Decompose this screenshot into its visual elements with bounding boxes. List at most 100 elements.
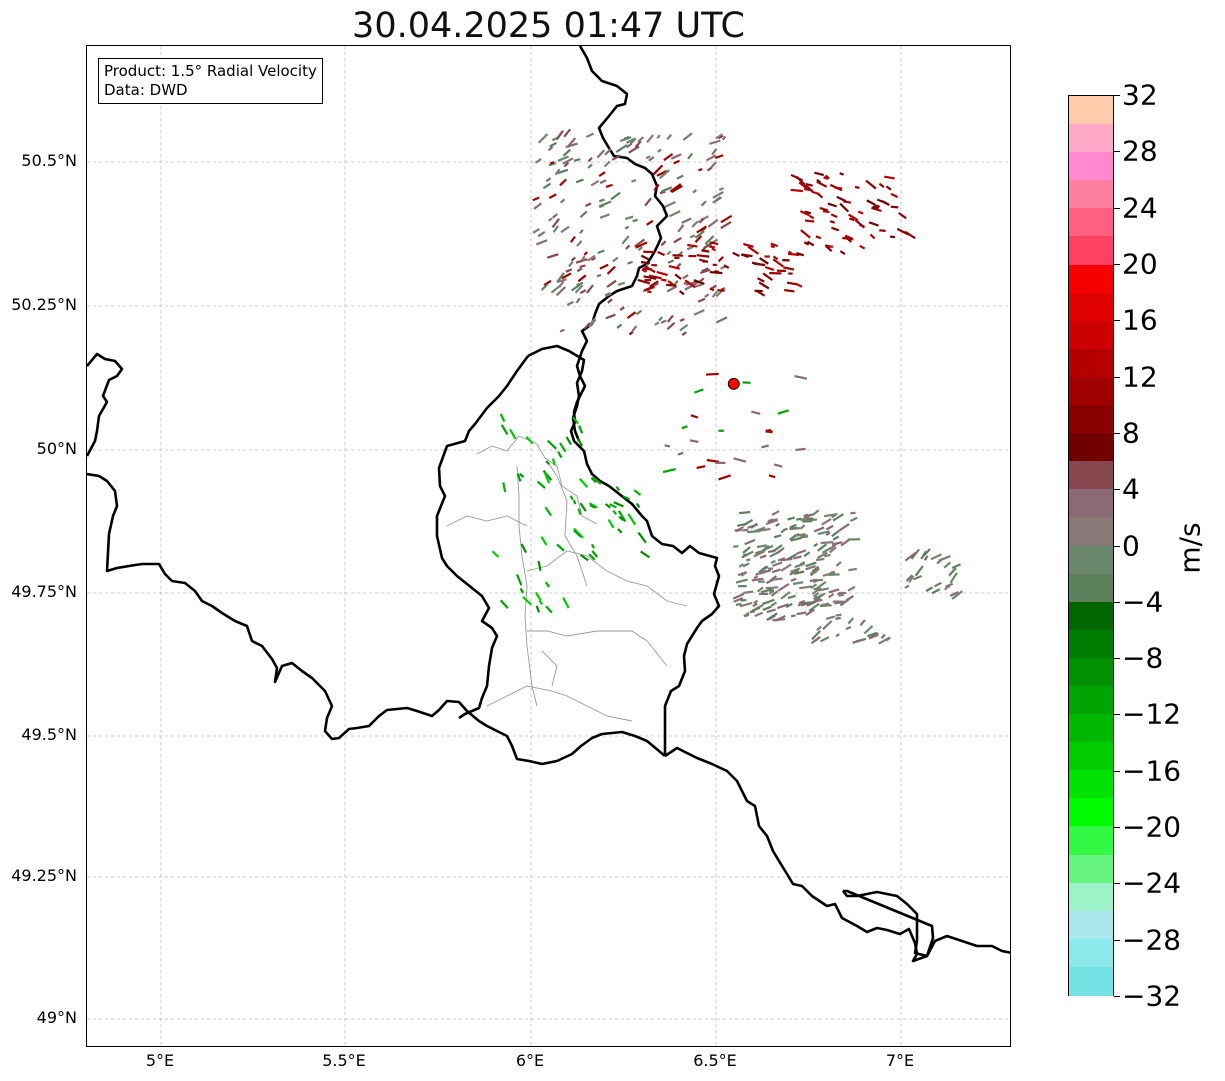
- colorbar: [1068, 95, 1114, 996]
- velocity-echo: [557, 155, 570, 162]
- velocity-echo: [823, 513, 837, 518]
- velocity-echo: [666, 133, 673, 141]
- velocity-echo: [694, 230, 705, 239]
- velocity-echo: [767, 567, 774, 570]
- velocity-echo: [863, 625, 874, 635]
- velocity-echo: [809, 214, 815, 220]
- velocity-echo: [794, 282, 803, 288]
- velocity-echo: [687, 152, 693, 160]
- velocity-echo: [709, 241, 719, 246]
- velocity-echo: [809, 578, 817, 583]
- velocity-echo: [604, 503, 611, 509]
- velocity-echo: [618, 515, 625, 522]
- velocity-echo: [796, 611, 807, 616]
- velocity-echo: [790, 577, 797, 582]
- velocity-echo: [570, 236, 576, 243]
- velocity-echo: [830, 213, 838, 218]
- velocity-echo: [847, 585, 856, 592]
- velocity-echo: [579, 229, 584, 235]
- colorbar-segment: [1069, 376, 1113, 406]
- velocity-echo: [796, 549, 807, 555]
- velocity-echo: [705, 372, 719, 376]
- velocity-echo: [599, 213, 610, 219]
- velocity-echo: [813, 526, 825, 533]
- velocity-echo: [943, 561, 952, 569]
- colorbar-tick-label: 8: [1122, 416, 1140, 450]
- colorbar-tick-mark: [1114, 939, 1120, 941]
- velocity-echo: [546, 439, 557, 450]
- velocity-echo: [816, 625, 822, 632]
- velocity-echo: [777, 409, 789, 415]
- x-tick-label: 6°E: [515, 1051, 545, 1070]
- velocity-echo: [576, 437, 584, 447]
- velocity-echo: [839, 172, 845, 176]
- colorbar-tick-mark: [1114, 996, 1120, 997]
- colorbar-segment: [1069, 770, 1113, 799]
- velocity-echo: [660, 319, 667, 324]
- velocity-echo: [617, 528, 623, 534]
- velocity-echo: [580, 255, 586, 262]
- velocity-echo: [673, 237, 682, 244]
- velocity-echo: [491, 550, 500, 558]
- velocity-echo: [772, 258, 784, 268]
- velocity-echo: [879, 229, 886, 232]
- velocity-echo: [559, 442, 567, 453]
- velocity-echo: [717, 288, 723, 293]
- velocity-echo: [676, 262, 682, 269]
- velocity-echo: [743, 242, 754, 248]
- velocity-echo: [795, 517, 802, 521]
- velocity-echo: [644, 285, 655, 292]
- colorbar-tick-label: 0: [1122, 529, 1140, 562]
- velocity-echo: [575, 178, 584, 184]
- velocity-echo: [823, 176, 829, 180]
- velocity-echo: [908, 575, 915, 584]
- velocity-echo: [648, 156, 655, 162]
- velocity-echo: [922, 548, 931, 557]
- velocity-echo: [660, 240, 667, 247]
- velocity-echo: [751, 261, 760, 266]
- velocity-echo: [904, 230, 916, 240]
- velocity-echo: [576, 267, 583, 273]
- canton-boundary: [446, 515, 528, 527]
- velocity-echo: [590, 179, 600, 187]
- velocity-echo: [795, 447, 806, 452]
- velocity-echo: [654, 321, 660, 326]
- colorbar-segment: [1069, 517, 1113, 547]
- map-plot-area[interactable]: Product: 1.5° Radial Velocity Data: DWD: [86, 45, 1011, 1047]
- colorbar-segment: [1069, 152, 1113, 181]
- velocity-echo: [686, 245, 694, 251]
- velocity-echo: [741, 550, 754, 559]
- velocity-echo: [598, 171, 606, 178]
- velocity-echo: [839, 250, 846, 255]
- velocity-echo: [787, 516, 796, 521]
- velocity-echo: [857, 210, 864, 215]
- colorbar-tick-label: 12: [1122, 360, 1158, 394]
- velocity-echo: [666, 283, 677, 287]
- velocity-echo: [818, 587, 829, 592]
- velocity-echo: [803, 187, 813, 192]
- colorbar-segment: [1069, 938, 1113, 968]
- velocity-echo: [557, 168, 569, 175]
- velocity-echo: [579, 264, 586, 269]
- velocity-echo: [762, 272, 774, 282]
- velocity-echo: [764, 255, 770, 258]
- chart-title: 30.04.2025 01:47 UTC: [352, 6, 745, 46]
- velocity-echo: [815, 636, 820, 642]
- velocity-echo: [803, 513, 809, 518]
- velocity-echo: [831, 541, 843, 546]
- velocity-echo: [800, 601, 814, 605]
- velocity-echo: [546, 253, 559, 259]
- canton-boundary: [541, 650, 558, 687]
- velocity-echo: [720, 221, 732, 230]
- velocity-echo: [832, 535, 840, 541]
- velocity-echo: [780, 591, 791, 600]
- velocity-echo: [599, 179, 607, 185]
- velocity-echo: [534, 158, 542, 164]
- velocity-echo: [537, 133, 549, 144]
- velocity-echo: [951, 590, 963, 600]
- colorbar-tick-mark: [1114, 658, 1120, 660]
- velocity-echo: [701, 249, 710, 253]
- velocity-echo: [520, 543, 528, 554]
- velocity-echo: [866, 199, 876, 206]
- velocity-echo: [752, 602, 758, 608]
